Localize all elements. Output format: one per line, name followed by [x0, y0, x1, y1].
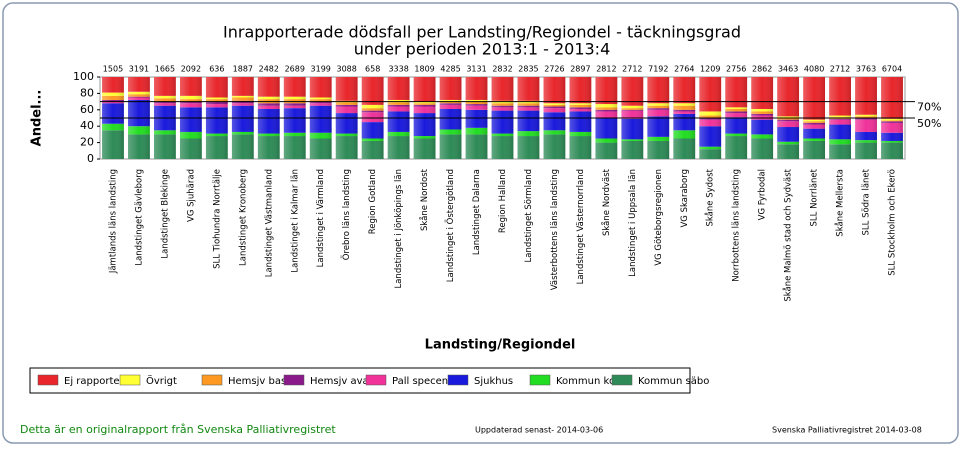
x-tick-label: Landstinget Sörmland	[524, 169, 534, 262]
y-axis-label: Andel...	[30, 90, 45, 147]
legend-swatch	[447, 374, 469, 386]
bar-total: 1505	[103, 65, 123, 74]
legend-swatch	[201, 374, 223, 386]
x-tick-label: VG Sjuhärad	[186, 169, 196, 222]
bar-total: 3088	[337, 65, 357, 74]
legend-label: Övrigt	[146, 374, 177, 387]
legend-label: Ej rapporterat	[64, 376, 134, 387]
x-tick-label: Landstinget Gävleborg	[134, 169, 144, 266]
bar-total: 2712	[830, 65, 850, 74]
y-tick-label: 40	[80, 119, 94, 132]
bar-total: 3191	[129, 65, 149, 74]
x-tick-label: Skåne Nordväst	[601, 168, 612, 236]
x-tick-label: Landstinget i Uppsala län	[628, 169, 638, 277]
legend-swatch	[611, 374, 633, 386]
x-tick-label: Landstinget i Jönköpings län	[394, 169, 404, 289]
legend-swatch	[365, 374, 387, 386]
bar-total: 3463	[778, 65, 798, 74]
y-tick-label: 0	[87, 152, 94, 165]
reference-label: 70%	[917, 101, 941, 114]
legend-label: Hemsjv avanc	[310, 376, 381, 387]
bar-total: 2862	[752, 65, 772, 74]
bar-total: 2832	[492, 65, 512, 74]
x-tick-label: Skåne Mellersta	[835, 169, 846, 237]
x-tick-label: Norrbottens läns landsting	[732, 169, 742, 282]
x-tick-label: Region Gotland	[368, 169, 378, 234]
x-tick-label: Västerbottens läns landsting	[550, 169, 560, 290]
bar-total: 2756	[726, 65, 746, 74]
bar-total: 2897	[570, 65, 590, 74]
legend-label: Sjukhus	[474, 376, 513, 387]
x-tick-label: SLL Södra länet	[862, 168, 872, 235]
legend-swatch	[529, 374, 551, 386]
x-tick-label: SLL Norrlänet	[810, 168, 820, 226]
bar-total: 2712	[622, 65, 642, 74]
x-tick-label: Örebro läns landsting	[341, 169, 352, 260]
x-tick-label: Skåne Malmö stad och Sydväst	[783, 168, 794, 301]
x-tick-label: Landstinget Västernorrland	[576, 169, 586, 284]
bar-total: 2689	[285, 65, 305, 74]
bar-total: 4285	[440, 65, 460, 74]
legend-label: Kommun kort	[556, 376, 623, 387]
legend-swatch	[283, 374, 305, 386]
x-tick-label: Landstinget Blekinge	[160, 169, 170, 259]
reference-label: 50%	[917, 117, 941, 130]
x-tick-label: VG Fyrbodal	[758, 169, 768, 220]
x-tick-label: Landstinget i Kalmar län	[290, 169, 300, 273]
bar-total: 2726	[544, 65, 564, 74]
bar-total: 3131	[466, 65, 486, 74]
x-tick-label: Landstinget Västmanland	[264, 169, 274, 277]
x-axis-label: Landsting/Regiondel	[425, 338, 576, 353]
x-tick-label: Landstinget Kronoberg	[238, 169, 248, 266]
x-tick-label: Region Halland	[498, 169, 508, 233]
x-tick-label: Jämtlands läns landsting	[108, 169, 118, 274]
x-tick-label: Landstinget Dalarna	[472, 169, 482, 255]
x-tick-label: SLL Stockholm och Ekerö	[888, 169, 898, 276]
chart-title: Inrapporterade dödsfall per Landsting/Re…	[223, 23, 741, 42]
x-tick-label: VG Göteborgsregionen	[654, 169, 664, 266]
legend-label: Pall specenh	[392, 376, 454, 387]
bar-total: 658	[365, 65, 380, 74]
x-tick-label: VG Skaraborg	[680, 169, 690, 228]
footer-right: Svenska Palliativregistret 2014-03-08	[772, 426, 922, 435]
y-tick-label: 20	[80, 136, 94, 149]
bar-total: 3338	[388, 65, 408, 74]
bar-total: 2835	[518, 65, 538, 74]
y-tick-label: 60	[80, 103, 94, 116]
legend-label: Hemsjv basal	[228, 376, 295, 387]
bar-total: 2812	[596, 65, 616, 74]
y-tick-label: 80	[80, 86, 94, 99]
bar-total: 1665	[155, 65, 175, 74]
bar-total: 4080	[804, 65, 824, 74]
bar-total: 6704	[882, 65, 902, 74]
x-tick-label: SLL Tiohundra Norrtälje	[212, 169, 222, 269]
bar-total: 636	[209, 65, 224, 74]
footer-center: Uppdaterad senast- 2014-03-06	[475, 426, 603, 435]
chart-subtitle: under perioden 2013:1 - 2013:4	[354, 40, 611, 59]
x-tick-label: Landstinget i Värmland	[316, 169, 326, 267]
y-tick-label: 100	[73, 70, 94, 83]
legend-label: Kommun säbo	[638, 376, 709, 387]
legend-swatch	[37, 374, 59, 386]
x-tick-label: Landstinget i Östergötland	[445, 169, 456, 282]
footer-left: Detta är en originalrapport från Svenska…	[20, 423, 336, 436]
bar-total: 1209	[700, 65, 720, 74]
bar-total: 2764	[674, 65, 694, 74]
bar-total: 2482	[259, 65, 279, 74]
legend-swatch	[119, 374, 141, 386]
bar-total: 3199	[311, 65, 331, 74]
x-tick-label: Skåne Nordost	[419, 168, 430, 231]
bar-total: 3763	[856, 65, 876, 74]
bar-total: 7192	[648, 65, 668, 74]
bar-total: 2092	[181, 65, 201, 74]
bar-total: 1809	[414, 65, 434, 74]
x-tick-label: Skåne Sydost	[705, 168, 716, 226]
bar-total: 1887	[233, 65, 253, 74]
